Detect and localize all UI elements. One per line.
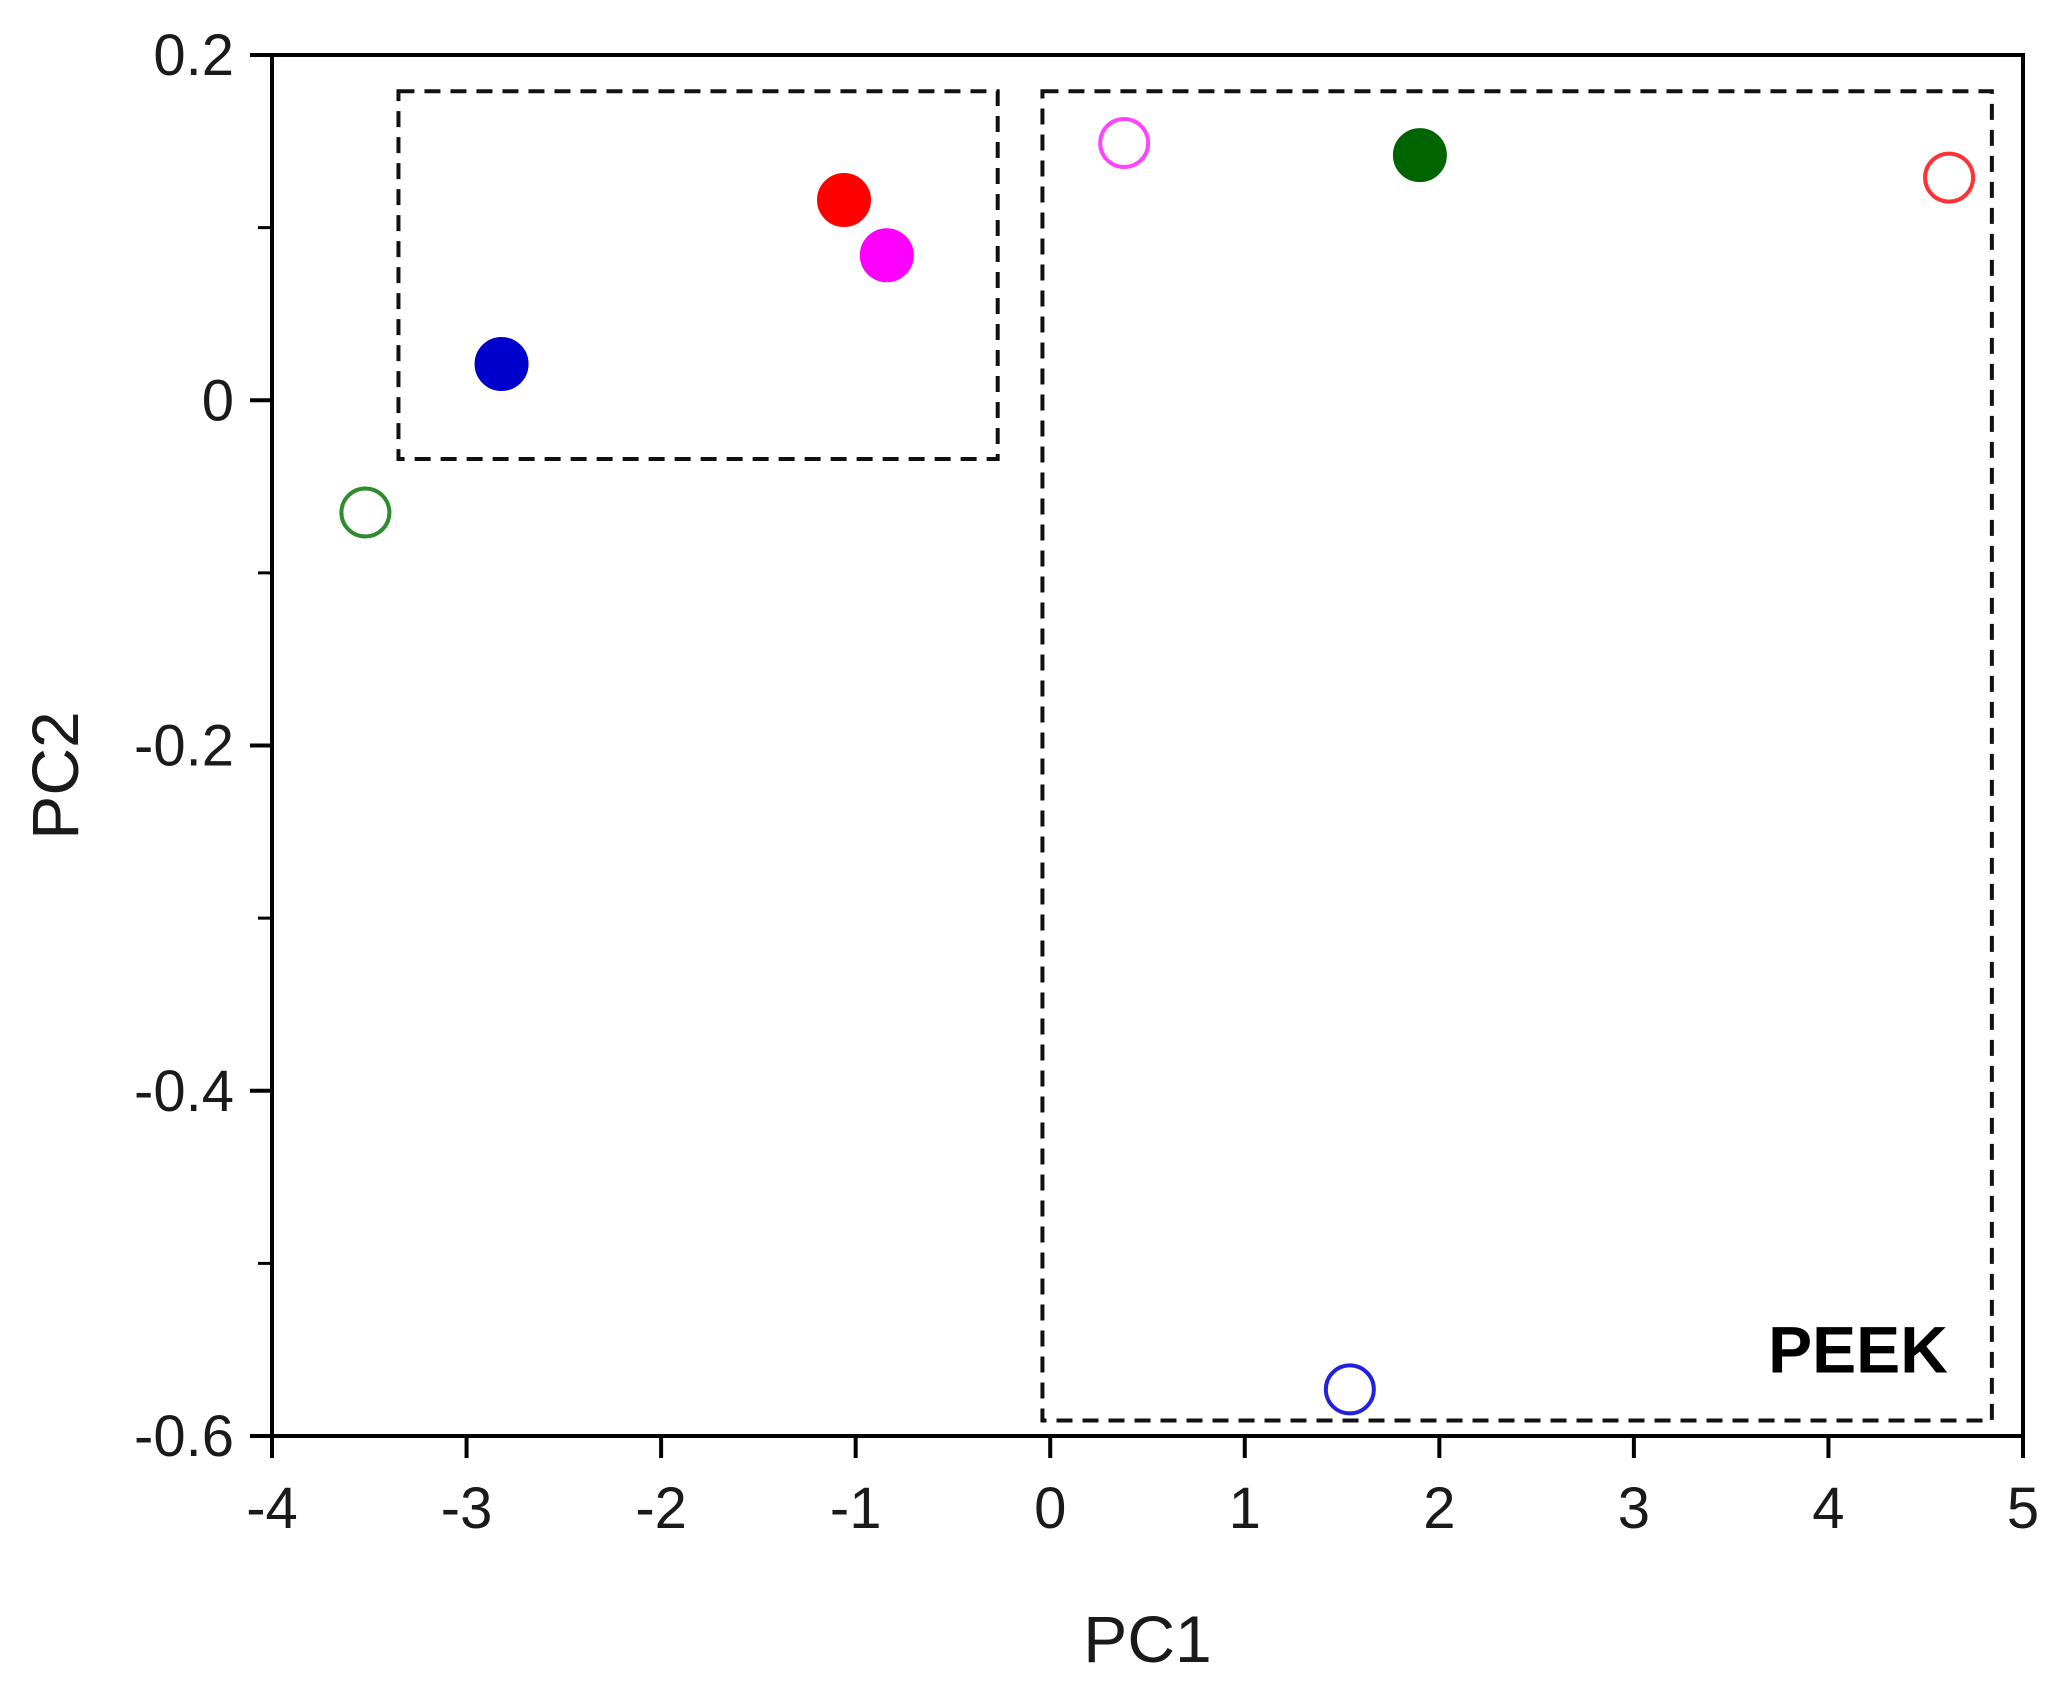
x-axis-title: PC1 (1083, 1602, 1211, 1676)
y-tick-label: -0.6 (134, 1404, 234, 1469)
data-point-6 (1392, 128, 1447, 183)
y-axis-title: PC2 (18, 711, 92, 839)
data-point-3 (816, 173, 871, 228)
x-tick-label: 1 (1229, 1476, 1261, 1541)
x-tick-label: -1 (830, 1476, 882, 1541)
y-tick-label: 0 (202, 368, 234, 433)
y-tick-label: 0.2 (153, 23, 234, 88)
x-tick-label: 5 (2007, 1476, 2039, 1541)
x-tick-label: -3 (441, 1476, 493, 1541)
data-point-4 (859, 228, 914, 283)
x-tick-label: -4 (246, 1476, 298, 1541)
group-box-2 (1040, 89, 1994, 1423)
data-point-7 (1323, 1363, 1376, 1416)
data-point-2 (474, 336, 529, 391)
data-point-1 (339, 486, 392, 539)
x-tick-label: 3 (1618, 1476, 1650, 1541)
group-label-2: PEEK (1768, 1312, 1948, 1386)
data-point-8 (1923, 151, 1976, 204)
x-tick-label: -2 (635, 1476, 687, 1541)
y-tick-label: -0.4 (134, 1059, 234, 1124)
x-tick-label: 4 (1812, 1476, 1844, 1541)
x-tick-label: 2 (1423, 1476, 1455, 1541)
plot-frame (270, 53, 2025, 1438)
x-tick-label: 0 (1034, 1476, 1066, 1541)
group-box-1 (396, 89, 1000, 461)
data-point-5 (1098, 117, 1151, 170)
y-tick-label: -0.2 (134, 714, 234, 779)
